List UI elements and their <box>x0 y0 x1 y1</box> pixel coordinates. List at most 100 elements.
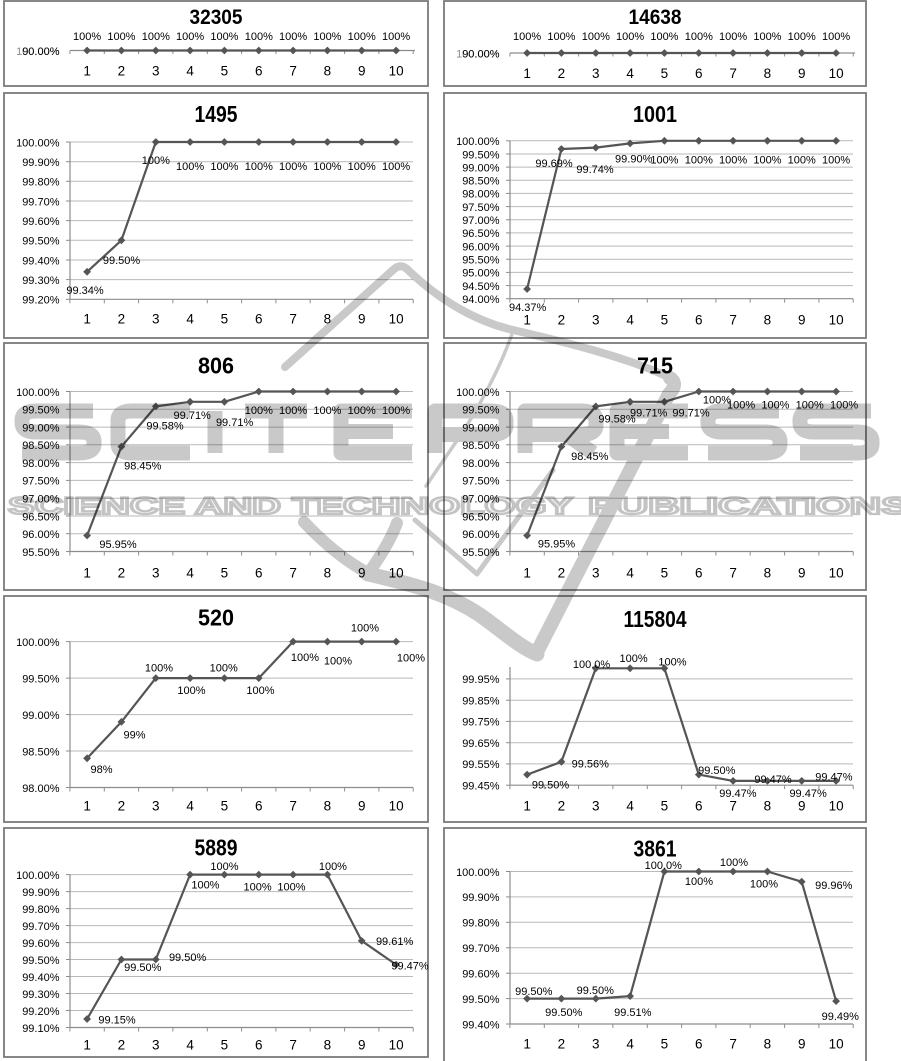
svg-text:4: 4 <box>186 1037 194 1052</box>
svg-text:95.00%: 95.00% <box>462 268 500 280</box>
svg-text:4: 4 <box>186 566 194 581</box>
svg-text:3: 3 <box>152 312 160 327</box>
svg-text:99.50%: 99.50% <box>515 986 553 998</box>
svg-text:98%: 98% <box>90 764 112 776</box>
svg-text:100%: 100% <box>210 861 238 873</box>
svg-text:7: 7 <box>289 799 297 814</box>
svg-text:2: 2 <box>558 566 566 581</box>
svg-text:100%: 100% <box>348 161 376 173</box>
svg-text:100%: 100% <box>279 31 307 43</box>
svg-text:1001: 1001 <box>633 101 677 127</box>
svg-text:10: 10 <box>389 312 404 327</box>
svg-text:5: 5 <box>661 66 669 81</box>
svg-text:98.50%: 98.50% <box>462 176 500 188</box>
svg-text:94.37%: 94.37% <box>509 302 547 314</box>
svg-text:99.90%: 99.90% <box>22 887 60 899</box>
svg-text:8: 8 <box>764 312 772 327</box>
svg-text:9: 9 <box>798 566 806 581</box>
svg-text:100%: 100% <box>210 161 238 173</box>
svg-text:6: 6 <box>695 66 703 81</box>
svg-text:99.47%: 99.47% <box>815 772 853 784</box>
svg-text:1: 1 <box>83 1037 91 1052</box>
svg-text:98.50%: 98.50% <box>462 440 500 452</box>
svg-text:100%: 100% <box>313 31 341 43</box>
svg-text:100%: 100% <box>210 663 238 675</box>
svg-text:9: 9 <box>798 798 806 813</box>
svg-text:2: 2 <box>558 66 566 81</box>
svg-text:100%: 100% <box>788 155 816 167</box>
svg-text:99.51%: 99.51% <box>614 1007 652 1019</box>
svg-text:97.50%: 97.50% <box>462 476 500 488</box>
svg-text:99.50%: 99.50% <box>462 994 500 1006</box>
svg-text:6: 6 <box>255 312 263 327</box>
svg-text:99.60%: 99.60% <box>462 969 500 981</box>
svg-text:99.50%: 99.50% <box>169 952 207 964</box>
svg-text:8: 8 <box>764 798 772 813</box>
svg-text:6: 6 <box>695 798 703 813</box>
svg-text:95.95%: 95.95% <box>99 539 137 551</box>
svg-text:3: 3 <box>152 63 160 78</box>
svg-text:98.00%: 98.00% <box>462 189 500 201</box>
svg-text:99.30%: 99.30% <box>22 275 60 287</box>
svg-text:97.00%: 97.00% <box>462 215 500 227</box>
svg-text:96.50%: 96.50% <box>462 228 500 240</box>
svg-text:96.50%: 96.50% <box>22 511 60 523</box>
svg-text:32305: 32305 <box>190 5 243 29</box>
svg-text:95.50%: 95.50% <box>462 255 500 267</box>
svg-text:5: 5 <box>221 566 229 581</box>
svg-text:2: 2 <box>118 312 126 327</box>
svg-text:1495: 1495 <box>195 101 238 127</box>
svg-text:100%: 100% <box>547 31 575 43</box>
svg-text:100.00%: 100.00% <box>16 46 60 58</box>
svg-text:9: 9 <box>358 312 366 327</box>
svg-text:1: 1 <box>523 798 531 813</box>
svg-text:100.0%: 100.0% <box>573 659 611 671</box>
svg-text:8: 8 <box>324 63 332 78</box>
svg-text:2: 2 <box>558 1036 566 1051</box>
svg-text:99.55%: 99.55% <box>462 759 500 771</box>
svg-text:100%: 100% <box>750 878 778 890</box>
svg-text:8: 8 <box>764 566 772 581</box>
svg-text:PUBLICATIONS: PUBLICATIONS <box>588 493 901 520</box>
svg-text:4: 4 <box>186 63 194 78</box>
svg-text:100%: 100% <box>107 31 135 43</box>
svg-text:98.00%: 98.00% <box>462 458 500 470</box>
svg-text:2: 2 <box>118 1037 126 1052</box>
svg-text:10: 10 <box>829 312 844 327</box>
svg-text:100%: 100% <box>245 31 273 43</box>
svg-text:99.90%: 99.90% <box>462 892 500 904</box>
svg-text:99.10%: 99.10% <box>22 1023 60 1035</box>
svg-text:99.74%: 99.74% <box>576 164 614 176</box>
svg-text:100%: 100% <box>210 31 238 43</box>
svg-text:1: 1 <box>83 63 91 78</box>
svg-text:94.50%: 94.50% <box>462 281 500 293</box>
svg-text:99.96%: 99.96% <box>815 880 853 892</box>
svg-text:99.49%: 99.49% <box>822 1011 860 1023</box>
svg-text:99.50%: 99.50% <box>103 255 141 267</box>
svg-text:9: 9 <box>358 799 366 814</box>
svg-text:99.50%: 99.50% <box>698 765 736 777</box>
svg-text:100%: 100% <box>244 882 272 894</box>
svg-text:100%: 100% <box>351 623 379 635</box>
svg-text:100%: 100% <box>279 161 307 173</box>
svg-text:99.80%: 99.80% <box>22 904 60 916</box>
svg-text:2: 2 <box>118 799 126 814</box>
svg-text:95.95%: 95.95% <box>538 539 576 551</box>
svg-text:100.00%: 100.00% <box>16 870 60 882</box>
svg-text:100%: 100% <box>685 876 713 888</box>
svg-text:10: 10 <box>829 798 844 813</box>
svg-text:8: 8 <box>324 799 332 814</box>
svg-text:9: 9 <box>798 66 806 81</box>
svg-text:4: 4 <box>626 1036 634 1051</box>
svg-text:96.00%: 96.00% <box>22 529 60 541</box>
svg-text:100%: 100% <box>176 161 204 173</box>
svg-text:96.00%: 96.00% <box>462 529 500 541</box>
svg-text:100%: 100% <box>145 663 173 675</box>
svg-text:3861: 3861 <box>634 836 677 862</box>
svg-text:2: 2 <box>118 63 126 78</box>
svg-text:5: 5 <box>221 1037 229 1052</box>
svg-text:4: 4 <box>626 566 634 581</box>
svg-text:100%: 100% <box>245 161 273 173</box>
svg-text:5: 5 <box>661 566 669 581</box>
svg-text:100%: 100% <box>753 155 781 167</box>
